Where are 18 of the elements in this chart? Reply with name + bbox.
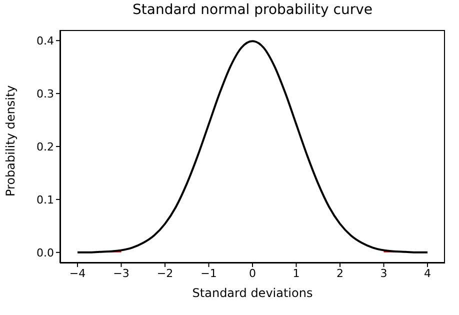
x-tick-label: −3 <box>113 266 130 280</box>
x-tick-label: 4 <box>424 266 431 280</box>
x-tick-label: −1 <box>200 266 217 280</box>
x-tick-label: 0 <box>249 266 256 280</box>
x-tick-label: −4 <box>69 266 86 280</box>
y-tick-label: 0.2 <box>36 140 54 154</box>
x-tick-label: 1 <box>292 266 300 280</box>
x-tick-label: −2 <box>156 266 174 280</box>
chart-title: Standard normal probability curve <box>131 2 374 18</box>
y-axis-title: Probability density <box>3 85 18 196</box>
y-tick-label: 0.1 <box>36 193 54 206</box>
y-tick-label: 0.0 <box>36 246 54 260</box>
x-axis-title: Standard deviations <box>192 286 313 300</box>
x-tick-label: 3 <box>380 266 388 280</box>
x-tick-label: 2 <box>336 266 344 280</box>
y-tick-label: 0.3 <box>36 87 54 100</box>
line-series <box>76 40 428 254</box>
y-tick-label: 0.4 <box>36 34 54 48</box>
